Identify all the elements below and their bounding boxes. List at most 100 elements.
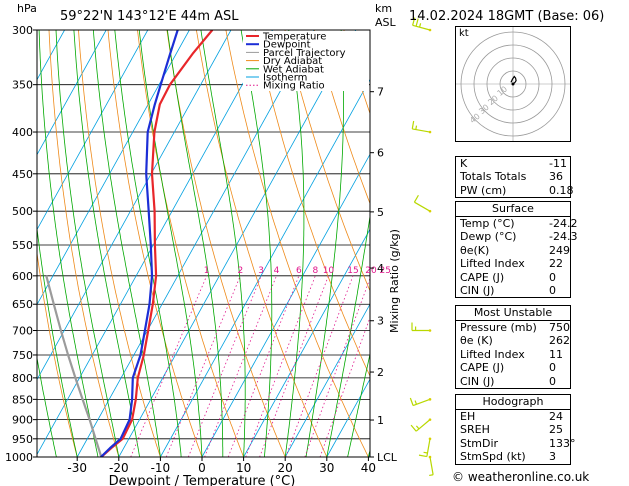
wet-adiabat-line [347,352,370,457]
height-label: 2 [377,366,384,379]
mixing-ratio-line [165,275,241,457]
wind-barb [411,120,432,134]
wind-barb-staff [412,24,431,31]
height-label: LCL [377,451,398,464]
wind-barb-station [428,209,432,213]
parcel-trajectory-line [45,275,103,457]
surface-cin-label: CIN (J) [460,283,495,297]
wet-adiabat-line [37,355,57,457]
mixing-ratio-axis-label: Mixing Ratio (g/kg) [388,229,401,333]
wind-barb [409,397,432,407]
dry-adiabat-line [166,30,286,457]
wind-barb-staff [412,128,431,133]
wind-barb [413,194,432,213]
mixing-ratio-line [285,275,354,457]
wet-adiabat-line [37,225,78,457]
height-label: 3 [377,315,384,328]
mixing-ratio-label: 10 [323,266,335,276]
mu-pressure-value: 750 [549,321,570,334]
storm-speed-value: 3 [549,450,556,464]
mixing-ratio-line [204,275,277,457]
pressure-label: 400 [12,126,33,139]
legend-label: Isotherm [263,73,307,84]
pressure-label: 350 [12,79,33,92]
wet-adiabat-line [55,30,120,457]
surface-cin-value: 0 [549,283,556,297]
dry-adiabat-line [137,30,244,457]
wet-adiabat-line [326,213,370,457]
wind-barb-station [428,418,432,421]
dry-adiabat-line [78,30,161,457]
wet-adiabat-line [93,30,161,457]
wet-adiabat-line [240,30,273,457]
height-label: 5 [377,206,384,219]
wet-adiabat-line [284,30,305,457]
dry-adiabat-line [37,249,78,457]
mu-pressure-label: Pressure (mb) [460,321,537,334]
isotherm-line [160,78,370,457]
pressure-label: 900 [12,414,33,427]
k-index-label: K [460,157,468,170]
mixing-ratio-line [187,275,262,457]
mu-lifted-index-value: 11 [549,347,563,361]
temperature-tick-label: -30 [67,461,87,475]
height-label: 6 [377,147,384,160]
mu-thetae-label: θe (K) [460,334,493,348]
surface-panel: Surface Temp (°C) -24.2 Dewp (°C) -24.3 θe… [455,201,577,299]
surface-temp-value: -24.2 [549,217,578,230]
legend-label: Temperature [262,32,326,43]
storm-direction-label: StmDir [460,436,499,450]
dry-adiabat-line [196,30,328,457]
wind-barb-half [423,451,428,454]
mixing-ratio-label: 2 [237,266,243,276]
pressure-label: 600 [12,270,33,283]
mixing-ratio-label: 15 [347,266,358,276]
temperature-tick-label: 10 [236,461,251,475]
eh-value: 24 [549,410,563,423]
pressure-label: 500 [12,205,33,218]
legend-label: Wet Adiabat [263,64,324,75]
wind-barb-flag [413,194,419,203]
mu-lifted-index-label: Lifted Index [460,347,525,361]
sreh-value: 25 [549,423,563,437]
legend-label: Parcel Trajectory [263,48,346,59]
pressure-label: 450 [12,168,33,181]
dry-adiabat-line [255,30,370,378]
most-unstable-panel: Most Unstable Pressure (mb) 750 θe (K) 262… [455,305,571,389]
wet-adiabat-line [138,30,203,457]
mixing-ratio-line [319,316,370,457]
height-unit-asl: ASL [375,16,396,29]
mu-thetae-value: 262 [549,334,570,348]
wind-barb-half [414,400,418,405]
mu-cin-value: 0 [549,374,556,388]
legend-label: Mixing Ratio [263,81,325,92]
k-index-value: -11 [549,157,567,170]
wet-adiabat-line [73,30,140,457]
mixing-ratio-label: 8 [312,266,318,276]
dry-adiabat-line [225,30,369,457]
wind-barb [412,17,432,32]
mixing-ratio-line [227,275,300,457]
mixing-ratio-line [259,275,329,457]
pressure-label: 800 [12,372,33,385]
temperature-tick-label: 0 [198,461,206,475]
wind-barb [410,418,432,432]
wind-barb-flag [410,424,417,432]
wet-adiabat-line [305,30,344,457]
dry-adiabat-line [580,30,629,457]
mixing-ratio-label: 1 [204,266,210,276]
wind-barb-half [418,23,422,28]
height-label: 7 [377,86,384,99]
datetime-title: 14.02.2024 18GMT (Base: 06) [409,9,605,24]
wind-barb-station [428,398,432,401]
temperature-tick-label: -10 [151,461,171,475]
hodograph-params-title: Hodograph [456,395,570,410]
isotherm-line [326,378,370,457]
wet-adiabat-line [167,30,224,457]
wet-adiabat-line [114,30,182,457]
isotherm-line [37,30,149,231]
wind-barb-staff [426,438,431,457]
surface-lifted-index-label: Lifted Index [460,257,525,271]
pressure-label: 850 [12,393,33,406]
plot-frame [36,29,371,458]
